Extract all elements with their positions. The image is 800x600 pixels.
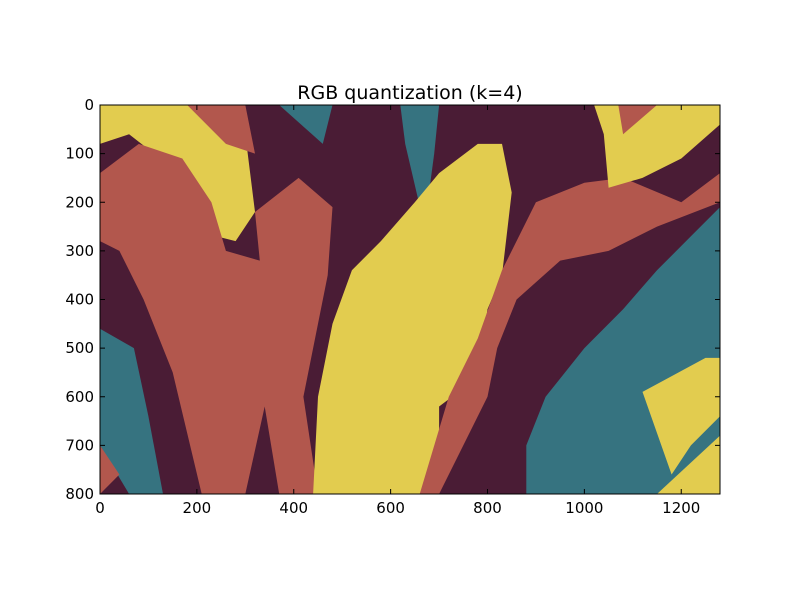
y-tick-label: 300 bbox=[65, 242, 94, 260]
x-axis: 0 200 400 600 800 1000 1200 bbox=[95, 105, 700, 517]
x-tick-label: 1000 bbox=[565, 499, 603, 517]
y-tick-label: 800 bbox=[65, 485, 94, 503]
x-tick-label: 800 bbox=[473, 499, 502, 517]
y-tick-label: 600 bbox=[65, 388, 94, 406]
image-region-2 bbox=[187, 105, 255, 154]
x-tick-label: 400 bbox=[279, 499, 308, 517]
chart-title: RGB quantization (k=4) bbox=[297, 82, 522, 104]
y-tick-label: 400 bbox=[65, 291, 94, 309]
image-region-3 bbox=[279, 105, 333, 144]
image-region-6 bbox=[419, 173, 720, 494]
image-region-5 bbox=[313, 143, 512, 494]
image-region-1 bbox=[100, 143, 333, 494]
x-tick-label: 200 bbox=[183, 499, 212, 517]
y-tick-label: 100 bbox=[65, 145, 94, 163]
image-region-12 bbox=[100, 328, 163, 494]
y-tick-label: 200 bbox=[65, 193, 94, 211]
quantized-image-regions bbox=[100, 105, 720, 494]
y-tick-label: 700 bbox=[65, 436, 94, 454]
y-tick-label: 500 bbox=[65, 339, 94, 357]
y-axis: 0 100 200 300 400 500 600 700 800 bbox=[65, 96, 720, 503]
image-region-11 bbox=[657, 435, 720, 494]
x-tick-label: 600 bbox=[376, 499, 405, 517]
x-tick-label: 0 bbox=[95, 499, 105, 517]
plot-area bbox=[100, 105, 720, 494]
x-tick-label: 1200 bbox=[662, 499, 700, 517]
y-tick-label: 0 bbox=[84, 96, 94, 114]
image-region-8 bbox=[618, 105, 657, 135]
image-region-13 bbox=[100, 445, 120, 494]
image-region-4 bbox=[400, 105, 440, 227]
image-region-10 bbox=[642, 357, 720, 475]
